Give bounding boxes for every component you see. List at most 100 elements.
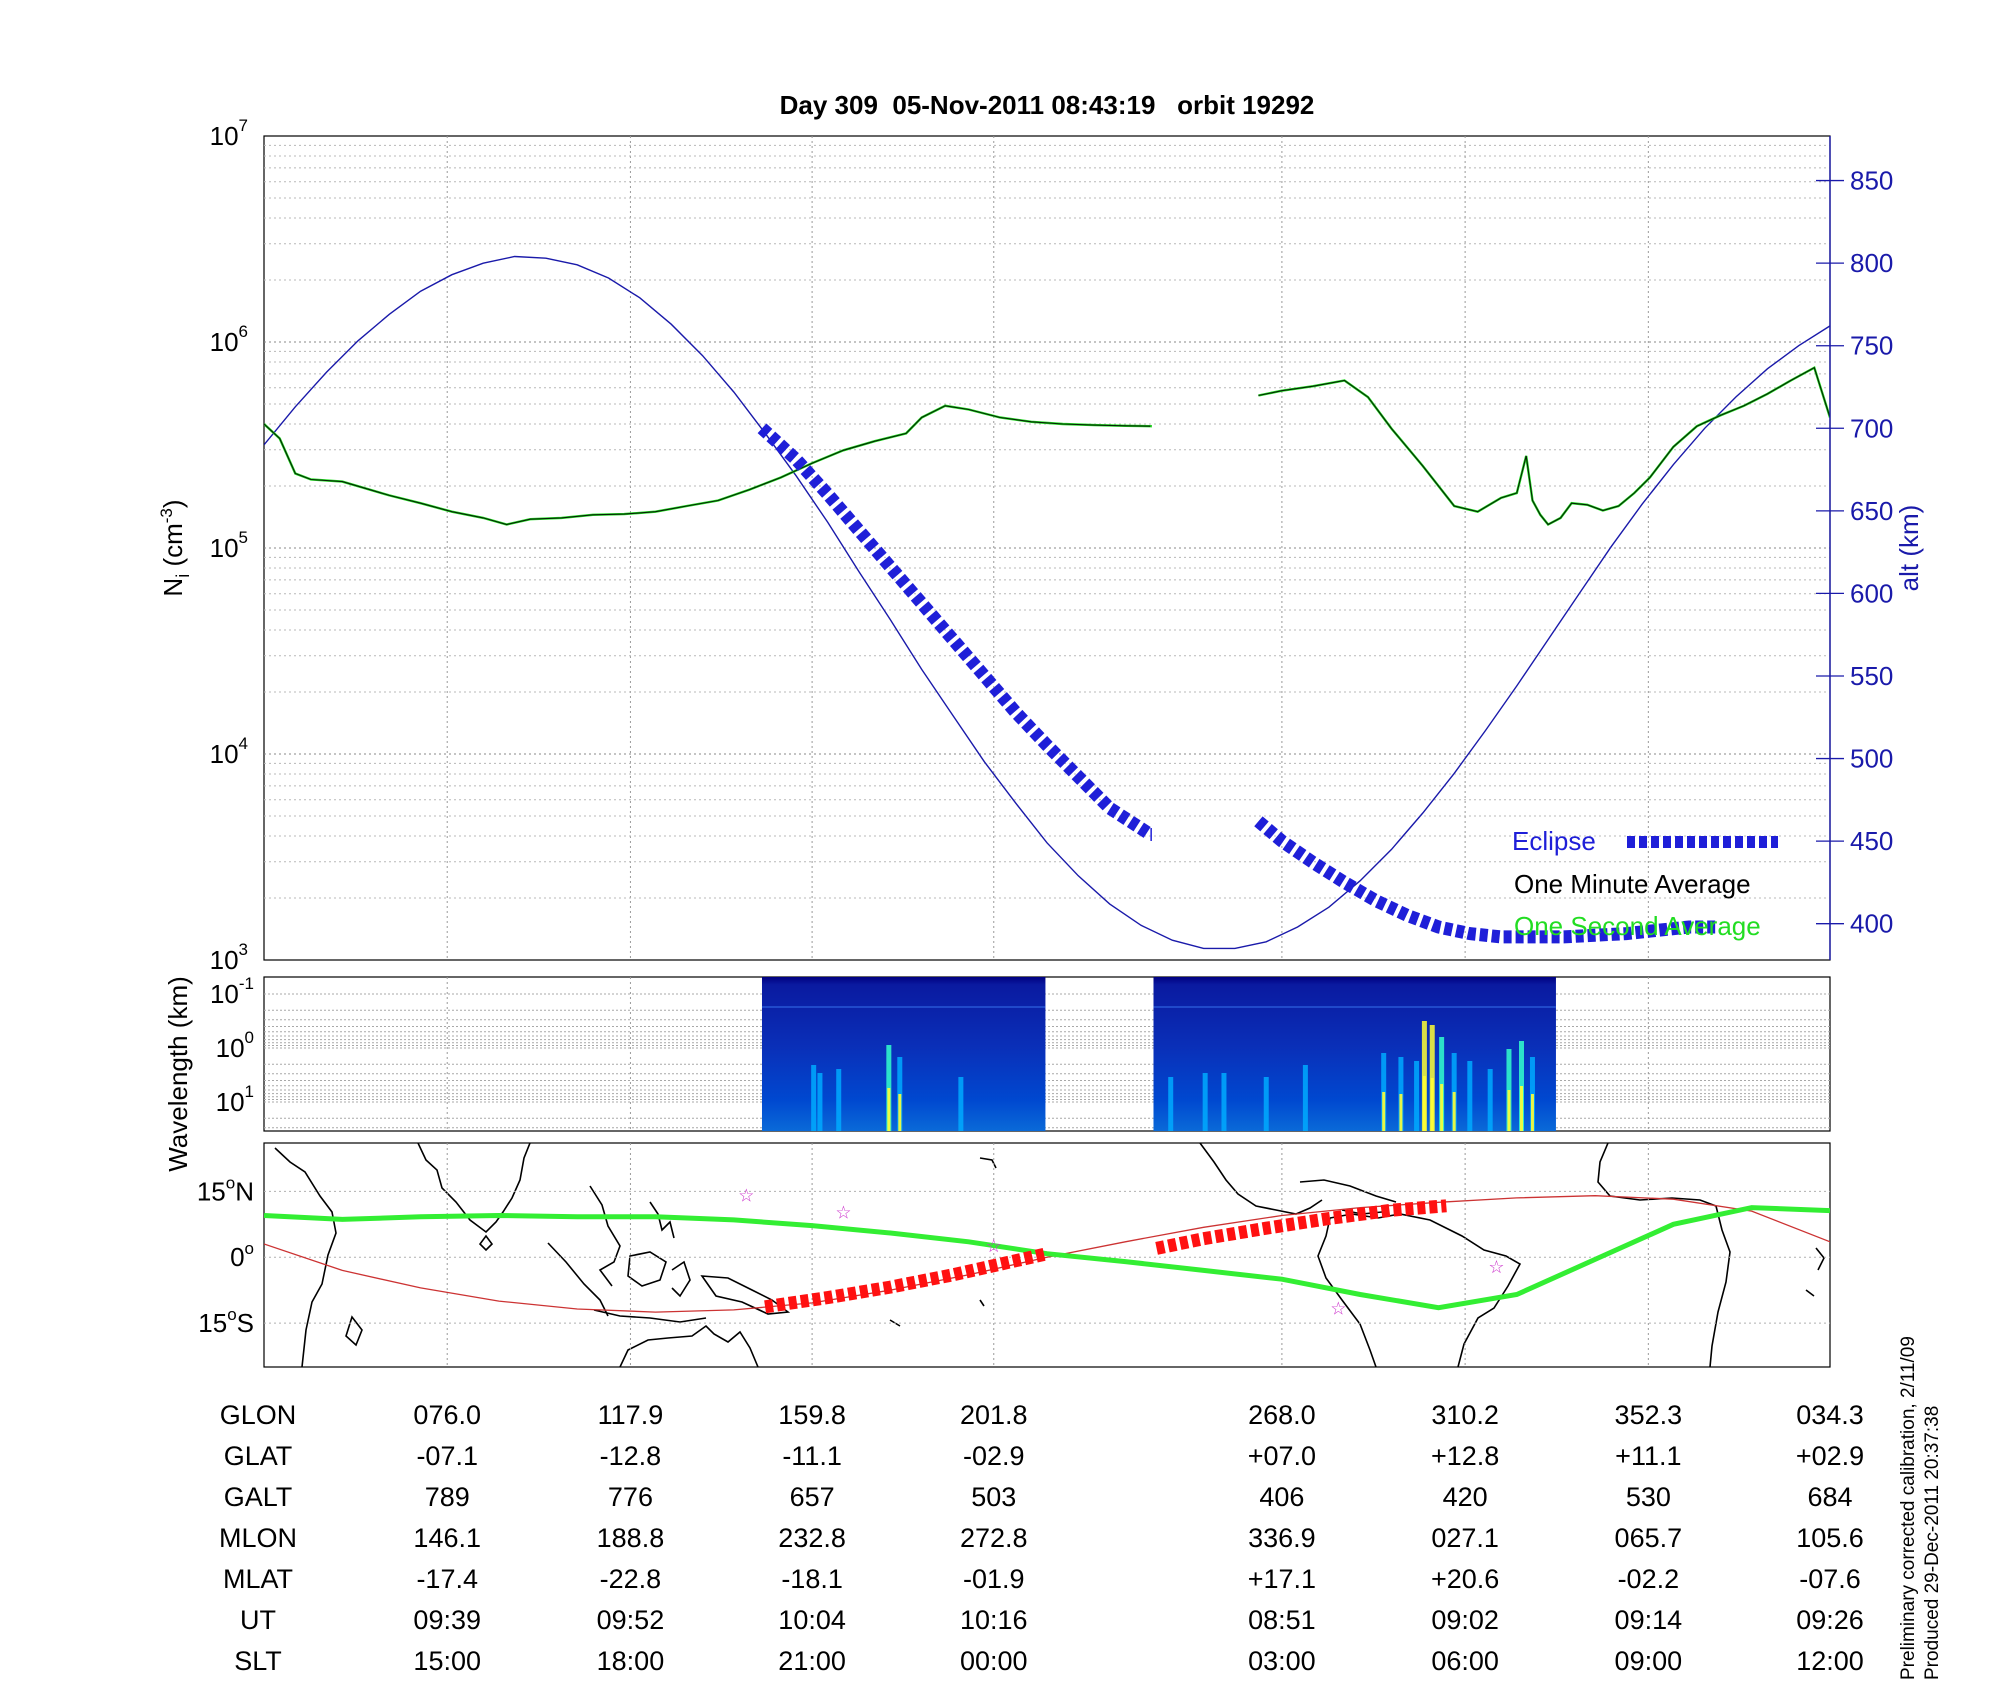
table-cell: 105.6 <box>1796 1523 1864 1553</box>
altitude-tick-label: 700 <box>1850 413 1893 443</box>
table-cell: -07.1 <box>416 1441 478 1471</box>
calibration-note: Preliminary corrected calibration, 2/11/… <box>1898 1336 1919 1680</box>
eclipse-track-segment-1 <box>1155 1199 1447 1255</box>
table-row-label-glat: GLAT <box>224 1441 293 1471</box>
altitude-tick-label: 600 <box>1850 578 1893 608</box>
spectrogram-tick-label: 100 <box>216 1028 254 1063</box>
table-cell: -07.6 <box>1799 1564 1861 1594</box>
table-cell: -11.1 <box>782 1441 842 1471</box>
map-tick-number: 15 <box>197 1176 226 1206</box>
table-cell: -17.4 <box>416 1564 478 1594</box>
produced-note: Produced 29-Dec-2011 20:37:38 <box>1922 1405 1943 1680</box>
altitude-tick-label: 550 <box>1850 661 1893 691</box>
spectrogram-column-5 <box>958 1077 964 1131</box>
altitude-tick-label: 750 <box>1850 331 1893 361</box>
table-cell: 15:00 <box>413 1646 481 1676</box>
chart-title: Day 309 05-Nov-2011 08:43:19 orbit 19292 <box>780 90 1315 120</box>
table-cell: -22.8 <box>600 1564 662 1594</box>
station-star-1: ☆ <box>835 1203 851 1223</box>
coastline-java <box>593 1309 707 1323</box>
table-cell: 117.9 <box>598 1400 664 1430</box>
spectrogram-column-10 <box>1302 1065 1308 1131</box>
spectrogram-tick-label: 101 <box>216 1082 254 1117</box>
table-cell: -02.9 <box>963 1441 1025 1471</box>
table-row-label-slt: SLT <box>234 1646 282 1676</box>
table-cell: 08:51 <box>1248 1605 1316 1635</box>
map-grid <box>264 1143 1830 1367</box>
eclipse-segment-0 <box>757 423 1154 840</box>
coastline-borneo <box>627 1251 667 1287</box>
altitude-tick-label: 850 <box>1850 166 1893 196</box>
spectrogram-block-0 <box>761 977 1046 1131</box>
station-star-4: ☆ <box>1488 1257 1504 1277</box>
station-star-0: ☆ <box>738 1185 754 1205</box>
legend-eclipse-label: Eclipse <box>1512 826 1596 856</box>
table-cell: +12.8 <box>1431 1441 1499 1471</box>
magnetic-equator-line <box>264 1205 1830 1311</box>
table-cell: 352.3 <box>1615 1400 1683 1430</box>
map-tick-degree: o <box>226 1173 235 1192</box>
station-star-3: ☆ <box>1330 1299 1346 1319</box>
eclipse-track-segment-0 <box>764 1247 1047 1314</box>
coastline-east-edge <box>1805 1247 1825 1297</box>
table-cell: +07.0 <box>1248 1441 1316 1471</box>
coastline-india-arabia <box>417 1143 531 1234</box>
map-tick-hemisphere: S <box>237 1308 254 1338</box>
table-cell: 09:02 <box>1431 1605 1499 1635</box>
table-cell: 03:00 <box>1248 1646 1316 1676</box>
table-row-label-mlat: MLAT <box>223 1564 293 1594</box>
map-tick-label: 0o <box>230 1239 254 1272</box>
altitude-line <box>264 255 1830 950</box>
spectrogram-column-core-16 <box>1440 1084 1444 1131</box>
spectrogram-column-core-21 <box>1519 1086 1523 1131</box>
table-cell: 268.0 <box>1248 1400 1316 1430</box>
table-cell: 09:52 <box>597 1605 665 1635</box>
table-cell: 789 <box>425 1482 470 1512</box>
table-cell: 034.3 <box>1796 1400 1864 1430</box>
spectrogram-column-19 <box>1487 1069 1493 1131</box>
table-cell: -12.8 <box>600 1441 662 1471</box>
coastline-newguinea <box>700 1275 791 1315</box>
table-cell: -18.1 <box>781 1564 843 1594</box>
table-cell: +20.6 <box>1431 1564 1499 1594</box>
map-tick-degree: o <box>245 1239 254 1258</box>
table-cell: +02.9 <box>1796 1441 1864 1471</box>
table-cell: 027.1 <box>1431 1523 1499 1553</box>
spectrogram-column-core-3 <box>887 1088 891 1131</box>
coastline-west-africa <box>1597 1143 1731 1367</box>
coastlines <box>274 1143 1825 1367</box>
coastline-africa <box>274 1147 337 1367</box>
table-cell: 146.1 <box>413 1523 481 1553</box>
table-cell: 21:00 <box>778 1646 846 1676</box>
coastline-sumatra <box>547 1242 609 1317</box>
altitude-tick-label: 500 <box>1850 744 1893 774</box>
table-row-label-glon: GLON <box>220 1400 297 1430</box>
map-tick-degree: o <box>227 1305 236 1324</box>
spectrogram-column-1 <box>817 1073 823 1131</box>
map-tick-label: 15oN <box>197 1173 254 1206</box>
table-cell: 09:14 <box>1615 1605 1683 1635</box>
map-tick-number: 0 <box>230 1242 244 1272</box>
spectrogram-column-0 <box>811 1065 817 1131</box>
spectrogram-column-core-15 <box>1430 1078 1434 1131</box>
table-cell: 12:00 <box>1796 1646 1864 1676</box>
table-row-label-mlon: MLON <box>219 1523 297 1553</box>
spectrogram-column-core-22 <box>1530 1094 1534 1131</box>
spectrogram-column-core-11 <box>1382 1092 1386 1131</box>
coastline-madagascar <box>345 1315 363 1347</box>
table-cell: 232.8 <box>778 1523 846 1553</box>
table-row-label-ut: UT <box>240 1605 276 1635</box>
legend-one-second-label: One Second Average <box>1514 911 1761 941</box>
spectrogram-column-9 <box>1263 1077 1269 1131</box>
table-cell: 065.7 <box>1615 1523 1683 1553</box>
altitude-tick-label: 650 <box>1850 496 1893 526</box>
table-cell: 09:00 <box>1615 1646 1683 1676</box>
spectrogram-y-axis-label: Wavelength (km) <box>163 976 193 1172</box>
density-series <box>264 255 1830 950</box>
spectrogram-column-2 <box>836 1069 842 1131</box>
station-star-2: ☆ <box>986 1236 1002 1256</box>
satellite-track-line <box>264 1195 1830 1313</box>
